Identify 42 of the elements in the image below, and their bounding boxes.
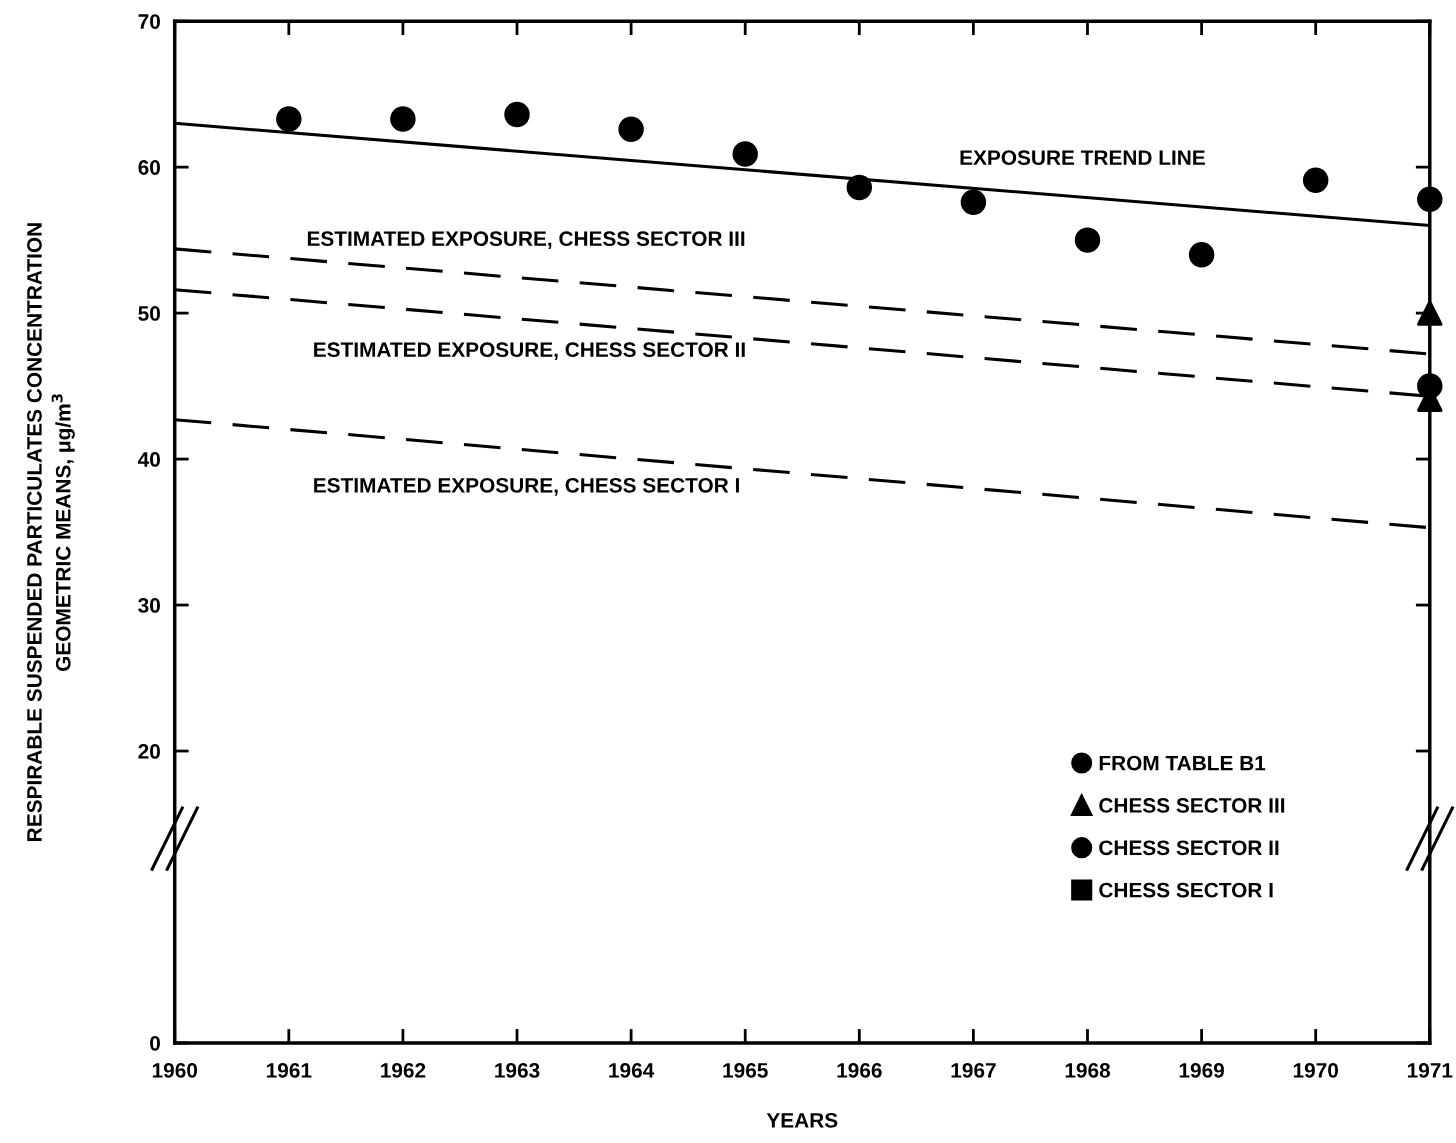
x-tick-label: 1969: [1179, 1062, 1224, 1078]
point: [390, 106, 416, 132]
x-tick-label: 1971: [1407, 1062, 1453, 1078]
series-label: ESTIMATED EXPOSURE, CHESS SECTOR II: [314, 342, 745, 361]
legend-label: FROM TABLE B1: [1099, 755, 1266, 771]
y-tick-label: 50: [138, 306, 160, 321]
legend-label: CHESS SECTOR III: [1099, 798, 1285, 813]
x-axis-title: YEARS: [766, 1112, 838, 1128]
point: [618, 116, 644, 142]
y-tick-label: 70: [138, 14, 160, 29]
point: [1302, 167, 1329, 193]
x-tick-label: 1962: [381, 1062, 426, 1078]
legend-label: CHESS SECTOR I: [1099, 882, 1273, 898]
point: [1417, 186, 1443, 212]
point: [846, 174, 873, 201]
series-label: EXPOSURE TREND LINE: [960, 150, 1205, 166]
series-label: ESTIMATED EXPOSURE, CHESS SECTOR I: [314, 477, 739, 496]
y-tick-label: 60: [138, 160, 160, 175]
y-tick-label: 20: [138, 744, 160, 759]
series-label: ESTIMATED EXPOSURE, CHESS SECTOR III: [307, 231, 745, 250]
point: [1417, 300, 1443, 326]
point: [504, 101, 530, 128]
point: [732, 141, 758, 167]
x-tick-label: 1961: [266, 1062, 312, 1078]
x-tick-label: 1965: [723, 1062, 768, 1078]
point: [960, 189, 987, 215]
y-tick-label: 0: [150, 1035, 160, 1051]
point: [276, 106, 302, 132]
point: [1188, 241, 1215, 268]
x-tick-label: 1960: [152, 1062, 198, 1078]
point: [1417, 373, 1443, 399]
x-tick-label: 1967: [951, 1062, 996, 1078]
y-tick-label: 40: [137, 452, 160, 467]
x-tick-label: 1964: [609, 1062, 655, 1078]
y-tick-label: 30: [138, 598, 160, 613]
x-tick-label: 1963: [495, 1062, 540, 1078]
point: [1074, 227, 1101, 253]
x-tick-label: 1970: [1293, 1062, 1339, 1078]
x-tick-label: 1968: [1065, 1062, 1111, 1078]
legend-label: CHESS SECTOR II: [1099, 840, 1279, 856]
y-axis-title: RESPIRABLE SUSPENDED PARTICULATES CONCENTRATION GEOMETRIC MEANS, μg/m$^{3}$: [27, 223, 75, 841]
x-tick-label: 1966: [837, 1062, 882, 1078]
